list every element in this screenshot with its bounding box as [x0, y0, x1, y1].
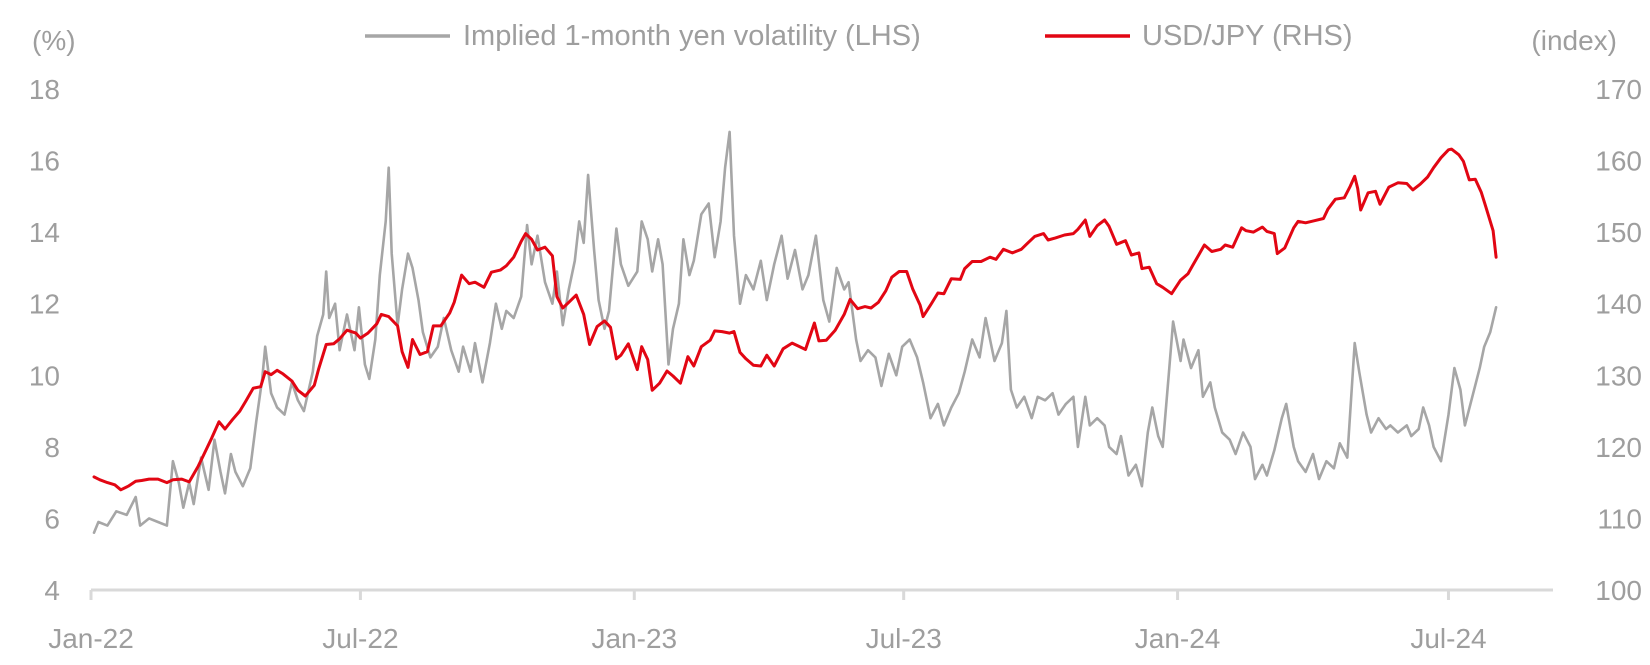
left-axis-ticks: 4 6 8 10 12 14 16 18 [29, 74, 60, 606]
left-tick-label: 18 [29, 74, 60, 105]
right-tick-label: 120 [1595, 432, 1642, 463]
left-tick-label: 16 [29, 146, 60, 177]
right-tick-label: 160 [1595, 146, 1642, 177]
right-axis-ticks: 100 110 120 130 140 150 160 170 [1595, 74, 1642, 606]
x-tick-label: Jan-23 [591, 623, 677, 654]
x-tick-label: Jan-24 [1135, 623, 1221, 654]
left-tick-label: 10 [29, 360, 60, 391]
x-tick-label: Jul-23 [866, 623, 942, 654]
left-tick-label: 4 [44, 575, 60, 606]
right-axis-unit: (index) [1531, 25, 1617, 56]
right-tick-label: 170 [1595, 74, 1642, 105]
right-tick-label: 110 [1597, 503, 1642, 534]
right-tick-label: 150 [1595, 217, 1642, 248]
legend-label-usdjpy: USD/JPY (RHS) [1142, 20, 1353, 52]
series-line-volatility [92, 130, 1498, 534]
x-tick-label: Jan-22 [48, 623, 134, 654]
x-tick-label: Jul-22 [322, 623, 398, 654]
right-tick-label: 100 [1595, 575, 1642, 606]
series-line-usdjpy [92, 147, 1498, 492]
legend-label-volatility: Implied 1-month yen volatility (LHS) [463, 20, 921, 52]
right-tick-label: 140 [1595, 289, 1642, 320]
legend: Implied 1-month yen volatility (LHS) USD… [365, 20, 1353, 52]
series-layer [92, 130, 1498, 534]
left-tick-label: 6 [44, 503, 60, 534]
x-axis: Jan-22 Jul-22 Jan-23 Jul-23 Jan-24 Jul-24 [48, 588, 1553, 654]
left-tick-label: 14 [29, 217, 60, 248]
right-tick-label: 130 [1595, 360, 1642, 391]
left-axis-unit: (%) [32, 25, 76, 56]
left-tick-label: 8 [44, 432, 60, 463]
left-tick-label: 12 [29, 289, 60, 320]
x-tick-label: Jul-24 [1410, 623, 1486, 654]
